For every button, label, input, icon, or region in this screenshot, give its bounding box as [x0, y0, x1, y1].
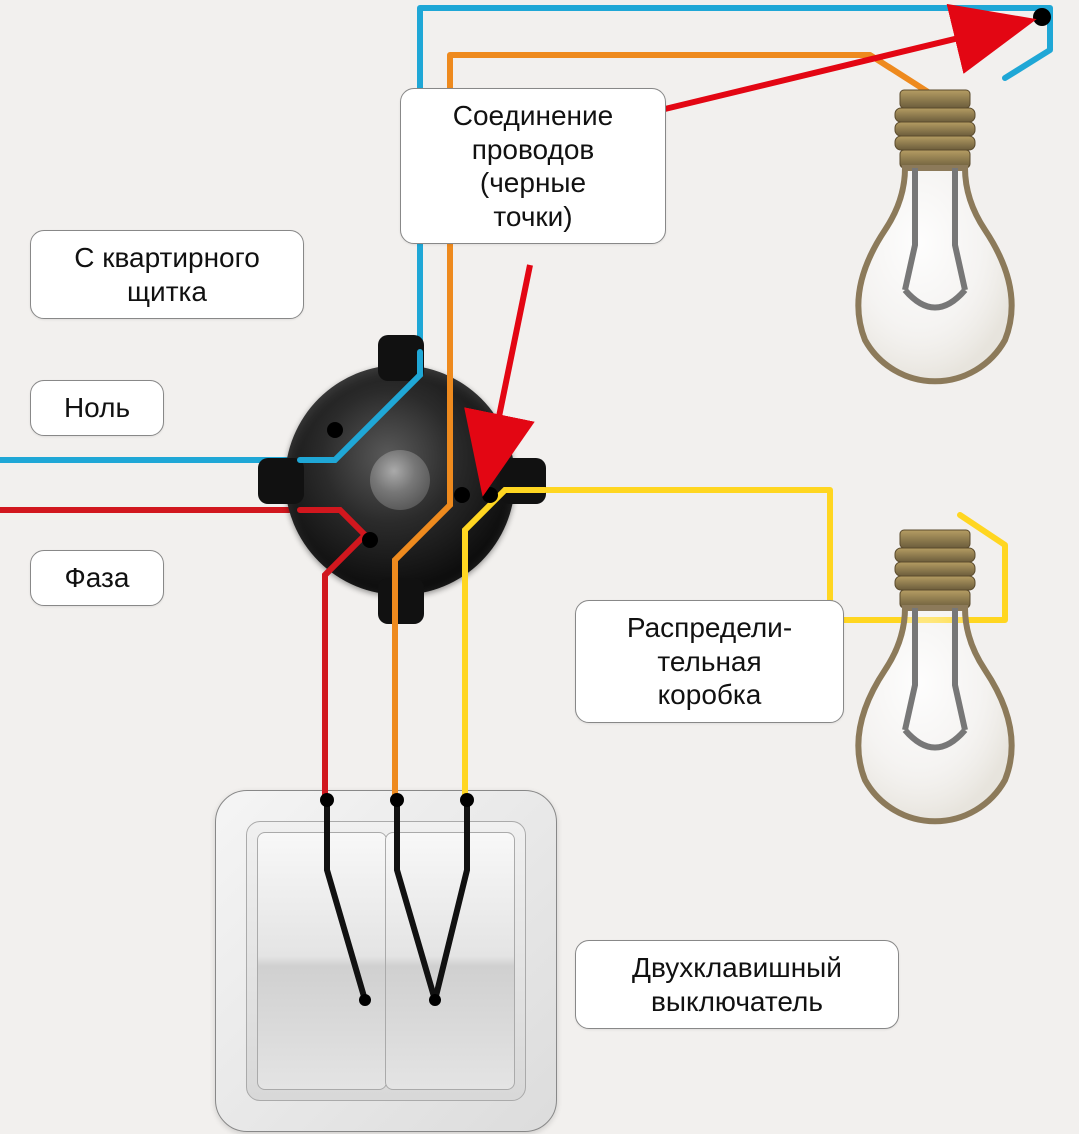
- label-phase: Фаза: [30, 550, 164, 606]
- bulb-top: [858, 90, 1011, 381]
- label-neutral-text: Ноль: [64, 392, 130, 423]
- label-from-panel: С квартирногощитка: [30, 230, 304, 319]
- junction-stub-bottom: [378, 578, 424, 624]
- junction-box: [285, 365, 515, 595]
- bulb-bottom: [858, 530, 1011, 821]
- label-phase-text: Фаза: [65, 562, 130, 593]
- switch-key-right[interactable]: [385, 832, 515, 1090]
- junction-stub-left: [258, 458, 304, 504]
- arrow-to-top-dot: [640, 22, 1025, 115]
- label-junction-box-text: Распредели-тельнаякоробка: [627, 612, 792, 710]
- switch-inner: [246, 821, 526, 1101]
- label-neutral: Ноль: [30, 380, 164, 436]
- junction-stub-right: [500, 458, 546, 504]
- label-double-switch-text: Двухклавишныйвыключатель: [632, 952, 842, 1017]
- label-wire-connection-text: Соединениепроводов(черныеточки): [453, 100, 613, 232]
- junction-stub-top: [378, 335, 424, 381]
- label-junction-box: Распредели-тельнаякоробка: [575, 600, 844, 723]
- switch-key-left[interactable]: [257, 832, 387, 1090]
- label-double-switch: Двухклавишныйвыключатель: [575, 940, 899, 1029]
- label-from-panel-text: С квартирногощитка: [74, 242, 260, 307]
- double-switch: [215, 790, 557, 1132]
- label-wire-connection: Соединениепроводов(черныеточки): [400, 88, 666, 244]
